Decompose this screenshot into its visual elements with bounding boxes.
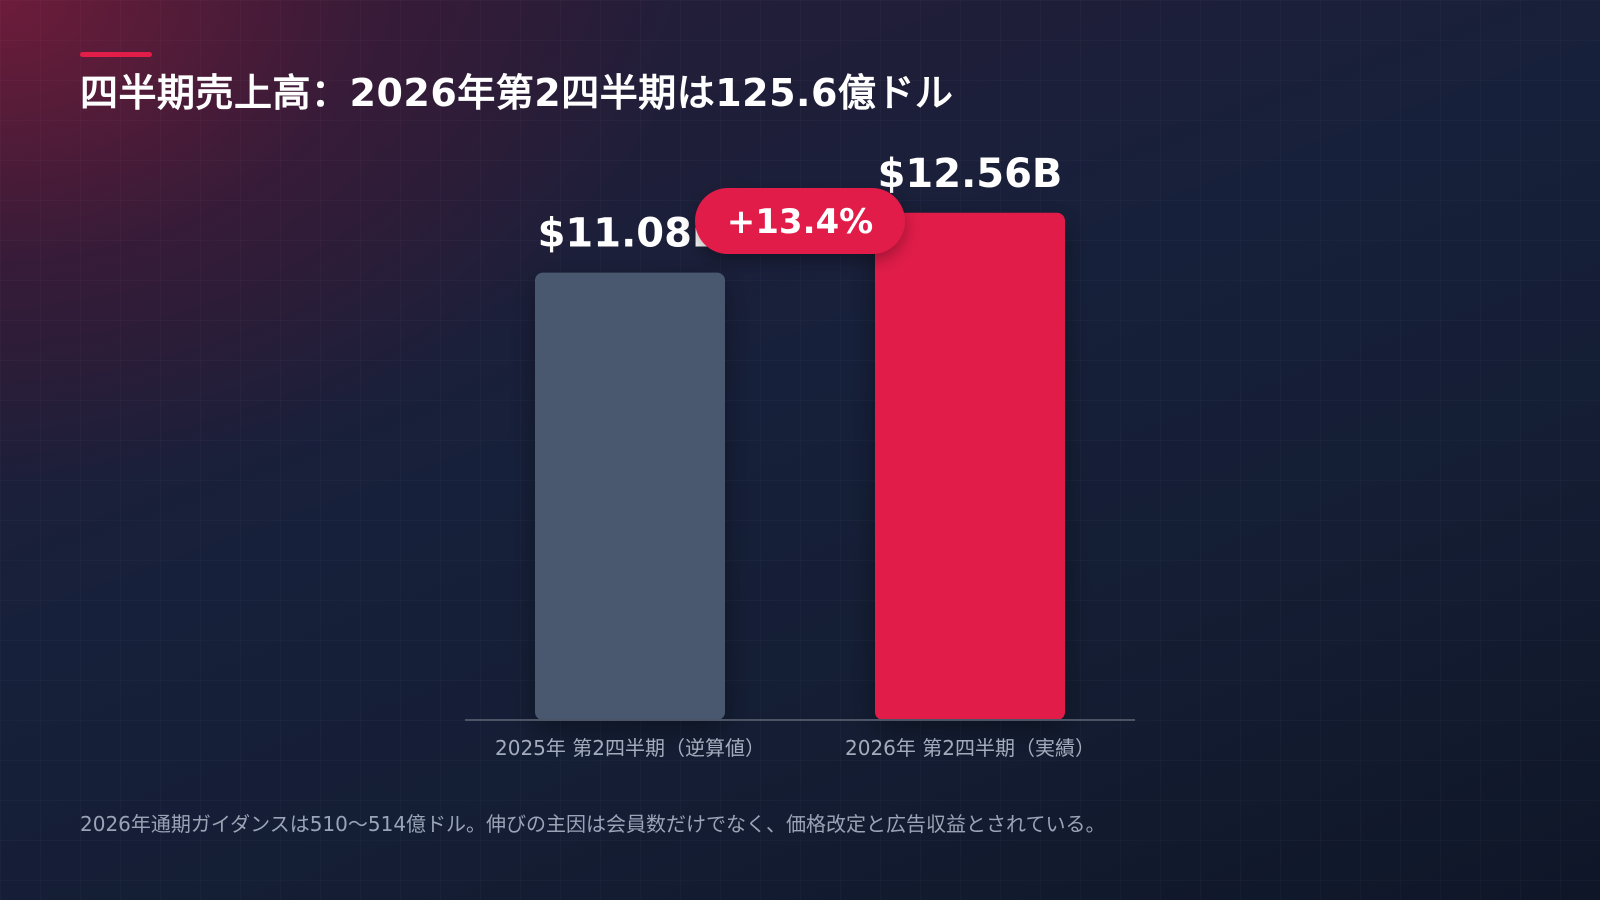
category-label: 2026年 第2四半期（実績） bbox=[845, 736, 1095, 760]
change-badge bbox=[695, 188, 905, 254]
footnote: 2026年通期ガイダンスは510〜514億ドル。伸びの主因は会員数だけでなく、価… bbox=[80, 812, 1106, 836]
bar-2025-q2 bbox=[535, 272, 725, 720]
bar-value-label: $12.56B bbox=[878, 151, 1063, 197]
title-accent-line bbox=[80, 52, 152, 57]
bar-value-label: $11.08B bbox=[538, 211, 723, 257]
category-label: 2025年 第2四半期（逆算値） bbox=[495, 736, 765, 760]
change-badge-label: +13.4% bbox=[727, 202, 873, 242]
bar-2026-q2 bbox=[875, 212, 1065, 721]
page-title: 四半期売上高：2026年第2四半期は125.6億ドル bbox=[80, 71, 954, 115]
